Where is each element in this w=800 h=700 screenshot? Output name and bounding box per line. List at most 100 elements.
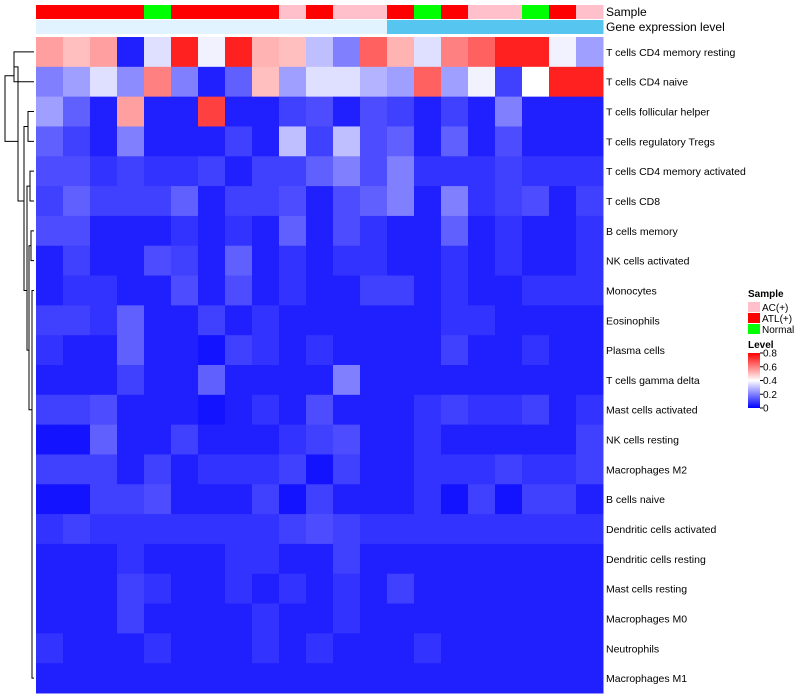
heatmap-cell [522, 37, 550, 68]
heatmap-cell [522, 573, 550, 605]
heatmap-cell [495, 484, 523, 515]
heatmap-cell [36, 305, 64, 336]
heatmap-cell [360, 514, 388, 545]
heatmap-cell [117, 454, 145, 485]
heatmap-cell [279, 394, 307, 426]
heatmap-cell [333, 335, 361, 366]
heatmap-cell [468, 66, 496, 98]
heatmap-cell [225, 454, 253, 485]
heatmap-cell [306, 245, 334, 277]
heatmap-cell [414, 186, 442, 217]
heatmap-cell [522, 335, 550, 366]
legend-sample-swatch [748, 324, 760, 334]
gene-expression-annotation-cell [36, 20, 64, 34]
heatmap-cell [90, 156, 118, 187]
heatmap-cell [90, 275, 118, 306]
heatmap-cell [549, 245, 577, 277]
heatmap-cell [198, 543, 226, 575]
legend-level-tick-label: 0.8 [763, 349, 777, 360]
heatmap-cell [252, 663, 280, 694]
heatmap-cell [36, 126, 64, 157]
heatmap-cell [576, 96, 604, 127]
heatmap-cell [252, 186, 280, 217]
heatmap-cell [252, 245, 280, 277]
heatmap-cell [144, 37, 172, 68]
heatmap-cell [63, 514, 91, 545]
legend-sample-label: Normal [762, 325, 794, 336]
heatmap-cell [90, 663, 118, 694]
heatmap-cell [63, 633, 91, 664]
heatmap-cell [333, 573, 361, 605]
heatmap-cell [90, 543, 118, 575]
row-label: T cells regulatory Tregs [606, 136, 715, 148]
heatmap-cell [441, 663, 469, 694]
heatmap-cell [522, 156, 550, 187]
heatmap-cell [63, 66, 91, 98]
heatmap-cell [198, 424, 226, 455]
heatmap-cell [225, 633, 253, 664]
heatmap-cell [387, 633, 415, 664]
heatmap-cell [414, 335, 442, 366]
heatmap-cell [333, 454, 361, 485]
gene-expression-annotation-cell [360, 20, 388, 34]
heatmap-cell [36, 573, 64, 605]
heatmap-cell [522, 394, 550, 426]
heatmap-cell [333, 37, 361, 68]
heatmap-cell [441, 335, 469, 366]
heatmap-cell [90, 186, 118, 217]
heatmap-cell [36, 96, 64, 127]
heatmap-cell [90, 126, 118, 157]
heatmap-cell [360, 186, 388, 217]
heatmap-cell [252, 37, 280, 68]
heatmap-cell [144, 335, 172, 366]
heatmap-cell [414, 126, 442, 157]
heatmap-cell [225, 66, 253, 98]
dendrogram-branch [29, 170, 34, 202]
heatmap-cell [171, 275, 199, 306]
heatmap-cell [252, 514, 280, 545]
heatmap-cell [225, 37, 253, 68]
heatmap-cell [306, 305, 334, 336]
heatmap-cell [36, 454, 64, 485]
legend: Sample AC(+)ATL(+)Normal Level 0.8 0.6 0.4… [748, 289, 794, 415]
heatmap-cell [576, 245, 604, 277]
heatmap-cell [36, 424, 64, 455]
heatmap-cell [441, 96, 469, 127]
heatmap-cell [63, 305, 91, 336]
heatmap-cell [144, 454, 172, 485]
heatmap-cell [495, 633, 523, 664]
heatmap-cell [414, 663, 442, 694]
heatmap-cell [549, 424, 577, 455]
heatmap-cell [117, 424, 145, 455]
heatmap-cell [225, 663, 253, 694]
row-label: B cells memory [606, 226, 679, 238]
heatmap-cell [63, 156, 91, 187]
heatmap-cell [117, 394, 145, 426]
row-label: Mast cells resting [606, 584, 687, 596]
heatmap-cell [414, 275, 442, 306]
heatmap-cell [252, 603, 280, 634]
heatmap-cell [576, 424, 604, 455]
heatmap-cell [36, 66, 64, 98]
heatmap-cell [36, 394, 64, 426]
heatmap-cell [198, 126, 226, 157]
row-dendrogram [4, 51, 34, 679]
heatmap-cell [63, 484, 91, 515]
gene-expression-annotation-cell [117, 20, 145, 34]
heatmap-cell [252, 335, 280, 366]
gene-expression-annotation-cell [387, 20, 415, 34]
heatmap-cell [144, 126, 172, 157]
heatmap-cell [252, 484, 280, 515]
heatmap-cell [252, 96, 280, 127]
heatmap-cell [198, 96, 226, 127]
heatmap-cell [495, 573, 523, 605]
heatmap-cell [171, 245, 199, 277]
heatmap-cell [171, 305, 199, 336]
heatmap-cell [387, 603, 415, 634]
heatmap-cell [576, 186, 604, 217]
legend-sample-items: AC(+)ATL(+)Normal [748, 302, 794, 336]
heatmap-cell [225, 96, 253, 127]
heatmap-cell [225, 573, 253, 605]
legend-level-colorbar [748, 353, 760, 408]
